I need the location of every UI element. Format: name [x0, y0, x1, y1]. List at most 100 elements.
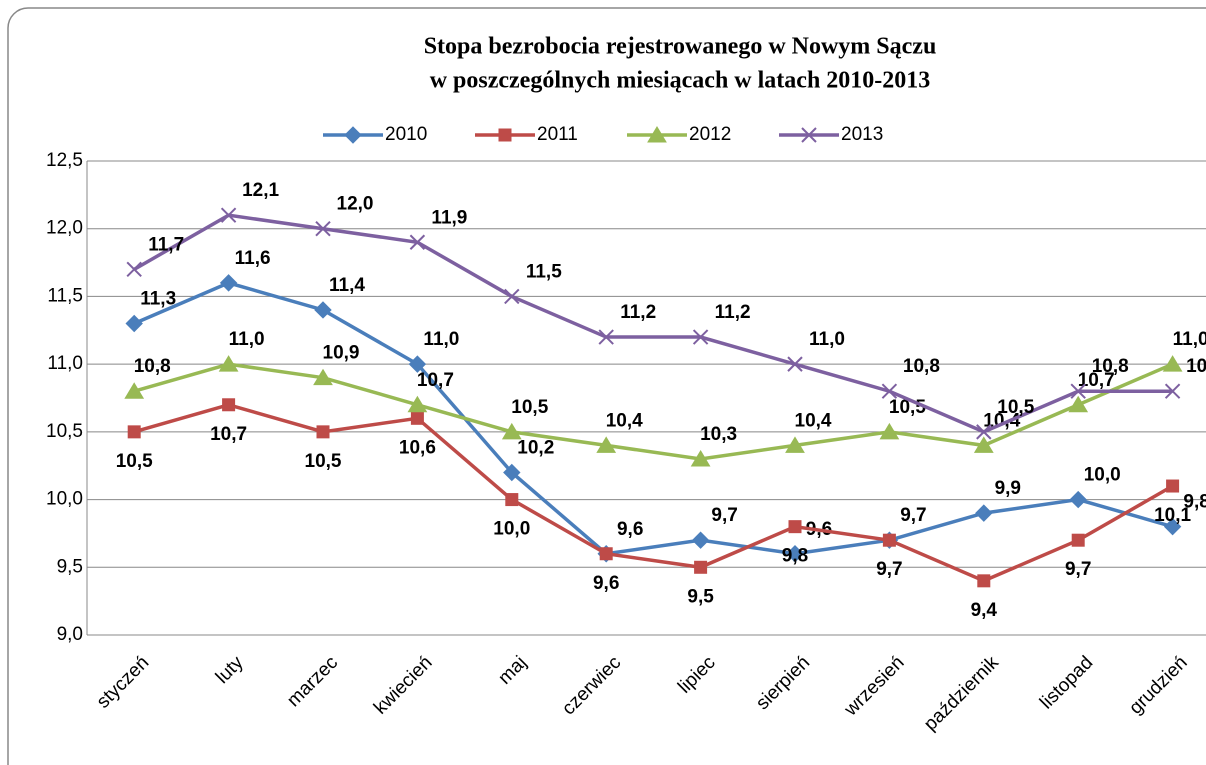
marker [647, 126, 667, 143]
marker [692, 329, 709, 345]
data-label: 10,2 [517, 438, 554, 459]
data-label: 10,0 [1084, 465, 1121, 486]
marker [1071, 533, 1085, 547]
data-label: 10,8 [134, 356, 171, 377]
data-label: 10,6 [399, 437, 436, 458]
marker [879, 422, 900, 440]
marker [126, 261, 142, 278]
marker [598, 329, 614, 345]
data-label: 9,5 [687, 586, 714, 607]
data-label: 11,3 [140, 289, 176, 310]
y-tick-label: 10,5 [46, 421, 83, 442]
marker [801, 127, 817, 143]
data-label: 9,7 [876, 559, 902, 580]
series-line [133, 213, 1173, 434]
marker [220, 207, 237, 223]
marker [1163, 517, 1182, 536]
marker [1070, 383, 1086, 399]
marker [1068, 395, 1089, 413]
marker [1162, 355, 1183, 372]
data-label: 10,5 [997, 397, 1034, 418]
y-tick-label: 9,5 [57, 556, 83, 577]
chart-title: Stopa bezrobocia rejestrowanego w Nowym … [424, 34, 937, 60]
marker [314, 301, 332, 319]
marker [218, 355, 239, 372]
marker [690, 449, 711, 467]
marker [124, 382, 145, 399]
data-label: 11,5 [526, 261, 562, 282]
marker [498, 128, 512, 142]
series-line [133, 402, 1174, 583]
marker [788, 520, 802, 534]
legend-label: 2013 [841, 124, 883, 145]
legend-label: 2012 [689, 124, 731, 145]
marker [973, 436, 994, 453]
marker [1166, 479, 1180, 493]
marker [977, 574, 991, 588]
marker [975, 504, 993, 522]
series-line [133, 362, 1174, 461]
marker [407, 395, 428, 413]
marker [787, 356, 803, 372]
marker [596, 436, 617, 453]
marker [504, 288, 520, 305]
data-label: 9,9 [995, 478, 1021, 499]
chart-subtitle: w poszczególnych miesiącach w latach 201… [430, 68, 931, 94]
data-label: 11,2 [620, 302, 656, 323]
y-tick-label: 11,5 [47, 285, 83, 306]
data-label: 9,4 [971, 600, 998, 621]
data-label: 12,1 [242, 180, 279, 201]
marker [344, 126, 362, 144]
data-label: 11,4 [329, 275, 365, 296]
data-label: 10,0 [493, 519, 530, 540]
legend-label: 2010 [385, 124, 427, 145]
data-label: 10,8 [903, 356, 940, 377]
data-label: 10,5 [305, 451, 342, 472]
data-label: 11,7 [148, 234, 184, 255]
y-tick-label: 12,5 [46, 150, 83, 171]
data-label: 10,8 [1092, 356, 1129, 377]
data-label: 11,6 [235, 248, 271, 269]
data-label: 10,7 [210, 424, 247, 445]
marker [881, 383, 898, 399]
marker [694, 560, 708, 574]
marker [409, 234, 426, 250]
data-label: 10,9 [323, 343, 360, 364]
y-tick-label: 9,0 [57, 624, 83, 645]
marker [408, 355, 427, 373]
chart-border [7, 7, 1206, 765]
marker [785, 436, 805, 453]
marker [691, 531, 710, 549]
data-label: 10,5 [116, 451, 153, 472]
data-label: 11,0 [809, 329, 845, 350]
data-label: 10,7 [417, 370, 454, 391]
data-label: 9,7 [1065, 559, 1091, 580]
marker [1069, 490, 1087, 509]
data-label: 9,6 [617, 519, 643, 540]
data-label: 10,7 [1078, 370, 1115, 391]
legend-label: 2011 [537, 124, 578, 145]
data-label: 12,0 [337, 194, 374, 215]
marker [222, 398, 236, 412]
marker [315, 221, 331, 237]
data-label: 9,6 [593, 573, 619, 594]
marker [505, 493, 519, 507]
marker [786, 545, 804, 563]
data-label: 11,2 [715, 302, 751, 323]
data-label: 9,8 [1183, 492, 1206, 513]
marker [410, 411, 424, 425]
data-label: 9,8 [782, 546, 808, 567]
data-label: 10,3 [700, 424, 737, 445]
marker [313, 368, 333, 386]
marker [1164, 383, 1181, 399]
y-tick-label: 12,0 [46, 218, 83, 239]
y-tick-label: 11,0 [47, 353, 83, 374]
marker [882, 533, 896, 547]
marker [125, 314, 143, 333]
series-line [133, 281, 1174, 556]
marker [976, 424, 992, 440]
data-label: 10,4 [606, 410, 643, 431]
data-label: 11,0 [1173, 329, 1206, 350]
marker [599, 547, 613, 561]
data-label: 9,7 [900, 505, 926, 526]
